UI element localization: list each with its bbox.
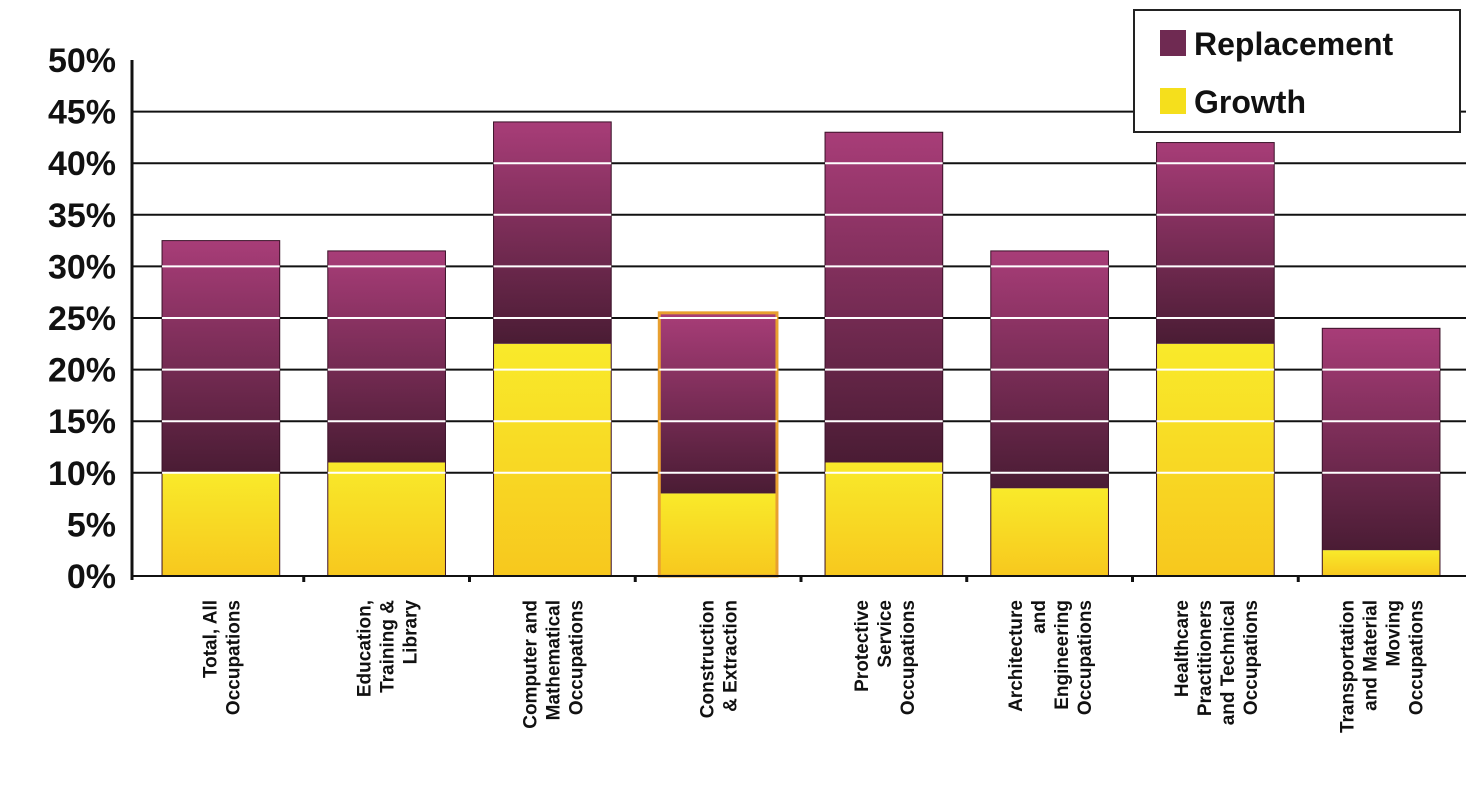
bar-replacement [825, 132, 943, 463]
x-category-label: Healthcare Practitioners and Technical Occu… [1172, 600, 1262, 725]
legend-label-replacement: Replacement [1194, 26, 1394, 62]
bar-growth [990, 488, 1109, 576]
x-category-label-line: Computer and [520, 600, 541, 729]
x-category-label: Architecture and Engineering Occupations [1006, 600, 1096, 715]
bar-growth [493, 343, 612, 576]
x-category-label-line: Moving [1384, 600, 1405, 667]
legend-swatch-replacement [1160, 30, 1186, 56]
y-tick-label: 15% [48, 403, 116, 441]
bar-replacement [162, 240, 280, 473]
x-category-label-line: Occupations [1075, 600, 1096, 715]
x-category-label-line: and [1029, 600, 1050, 634]
x-category-label-line: Practitioners [1195, 600, 1216, 716]
x-category-label: Computer and Mathematical Occupations [520, 600, 587, 729]
bar-replacement [1156, 142, 1275, 344]
x-category-label-line: Architecture [1006, 600, 1027, 712]
x-category-label-line: Protective [852, 600, 873, 692]
y-tick-label: 10% [48, 455, 116, 493]
bar-replacement [493, 121, 612, 344]
x-category-label-line: Occupations [1241, 600, 1262, 715]
x-category-label-line: Engineering [1052, 600, 1073, 710]
y-tick-label: 0% [67, 558, 116, 596]
bar-growth [327, 462, 446, 576]
x-category-label: Education, Training & Library [355, 600, 422, 698]
x-category-label-line: Occupations [566, 600, 587, 715]
x-category-label-line: Training & [378, 600, 399, 693]
bar-growth [1322, 550, 1440, 576]
x-category-label-line: and Material [1361, 600, 1382, 711]
bar-growth [162, 472, 280, 576]
legend-label-growth: Growth [1194, 84, 1306, 120]
x-category-label-line: Library [401, 600, 422, 665]
y-tick-label: 40% [48, 145, 116, 183]
x-category-label-line: Service [875, 600, 896, 668]
x-category-label-line: Transportation [1338, 600, 1359, 733]
legend-swatch-growth [1160, 88, 1186, 114]
x-category-label-line: Mathematical [543, 600, 564, 720]
legend-box [1133, 9, 1461, 133]
bar-replacement [327, 250, 446, 463]
bars [161, 121, 1441, 578]
x-category-label: Protective Service Occupations [852, 600, 919, 715]
y-tick-label: 50% [48, 42, 116, 80]
x-category-label-line: Occupations [1407, 600, 1428, 715]
y-tick-label: 45% [48, 94, 116, 132]
bar-growth [659, 493, 777, 576]
y-tick-labels: 0% 5% 10% 15% 20% 25% 30% 35% 40% 45% 50% [48, 42, 116, 596]
y-tick-label: 20% [48, 352, 116, 390]
gridlines-over-bars [162, 162, 1440, 474]
x-category-label-line: Healthcare [1172, 600, 1193, 697]
x-category-labels: Total, All Occupations Education, Training … [200, 600, 1427, 733]
bar-replacement [1322, 328, 1440, 551]
axes [130, 60, 1466, 582]
y-tick-label: 5% [67, 506, 116, 544]
x-category-label-line: Total, All [200, 600, 221, 678]
x-category-label: Construction & Extraction [698, 600, 742, 718]
legend: Replacement Growth [1133, 9, 1461, 133]
bar-replacement [659, 312, 777, 494]
x-category-label-line: Occupations [223, 600, 244, 715]
y-tick-label: 25% [48, 300, 116, 338]
x-category-label-line: and Technical [1218, 600, 1239, 725]
x-category-label: Transportation and Material Moving Occupati… [1338, 600, 1428, 733]
y-tick-label: 35% [48, 197, 116, 235]
bar-growth [1156, 343, 1275, 576]
x-category-label: Total, All Occupations [200, 600, 244, 715]
y-tick-label: 30% [48, 248, 116, 286]
bar-growth [825, 462, 943, 576]
x-category-label-line: Construction [698, 600, 719, 718]
x-category-label-line: & Extraction [721, 600, 742, 712]
x-category-label-line: Education, [355, 600, 376, 697]
x-category-label-line: Occupations [898, 600, 919, 715]
